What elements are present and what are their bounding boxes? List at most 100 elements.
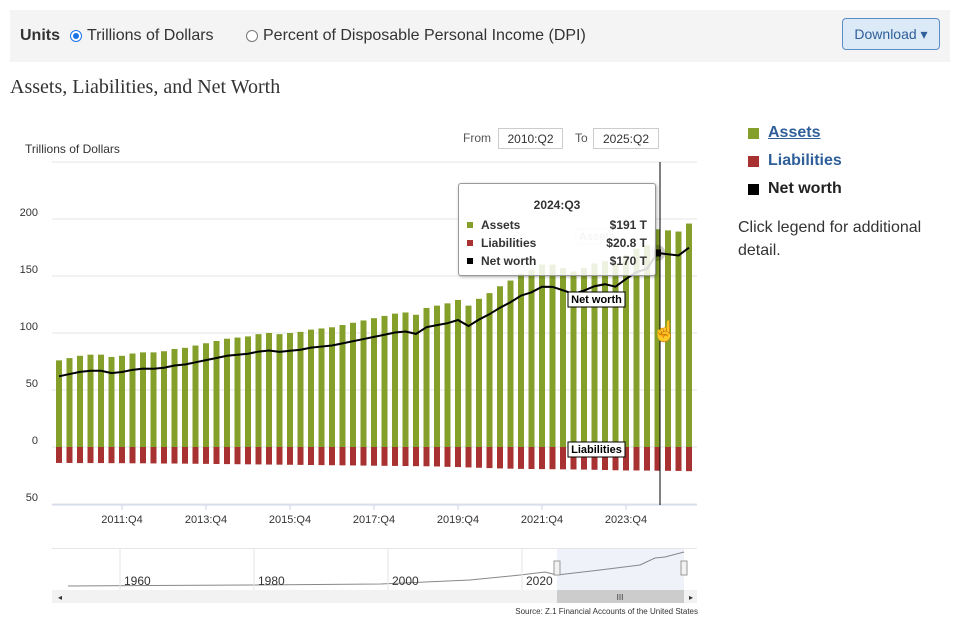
x-tick-label: 2019:Q4 <box>437 514 479 526</box>
legend-net-worth[interactable]: Net worth <box>748 180 842 198</box>
liabilities-bar <box>108 447 115 464</box>
assets-bar <box>591 263 598 447</box>
tooltip-value: $170 T <box>609 254 647 268</box>
assets-bar <box>497 286 503 447</box>
liabilities-bar <box>654 447 661 471</box>
liabilities-bar <box>360 447 367 466</box>
radio-trillions[interactable]: Trillions of Dollars <box>70 27 214 45</box>
assets-bar <box>392 313 398 447</box>
tooltip-row: Net worth $170 T <box>467 254 647 268</box>
assets-bar <box>77 355 83 447</box>
liabilities-bar <box>350 447 356 466</box>
assets-bar <box>287 333 293 447</box>
legend-liabilities[interactable]: Liabilities <box>748 152 842 170</box>
assets-bar <box>224 338 230 447</box>
liabilities-bar <box>507 447 514 469</box>
assets-bar <box>486 293 493 447</box>
assets-bar <box>245 336 251 447</box>
series-swatch-icon <box>467 240 473 246</box>
liabilities-bar <box>392 447 398 466</box>
assets-bar <box>402 312 409 447</box>
liabilities-bar <box>423 447 430 467</box>
assets-bar <box>266 333 272 447</box>
navigator-bg <box>52 549 697 590</box>
from-input[interactable]: 2010:Q2 <box>498 128 563 149</box>
assets-bar <box>665 230 671 447</box>
legend-label[interactable]: Assets <box>768 124 821 141</box>
assets-bar <box>329 327 335 447</box>
tooltip: 2024:Q3 Assets $191 T Liabilities $20.8 T Ne… <box>458 183 656 276</box>
radio-percent-dpi[interactable]: Percent of Disposable Personal Income (D… <box>246 27 586 45</box>
assets-bar <box>413 314 419 447</box>
x-tick-label: 2021:Q4 <box>521 514 563 526</box>
liabilities-bar <box>56 447 62 463</box>
liabilities-bar <box>308 447 314 466</box>
assets-bar <box>203 343 209 447</box>
navigator-year-label: 1960 <box>124 574 151 588</box>
liabilities-bar <box>329 447 335 466</box>
x-tick-label: 2023:Q4 <box>605 514 647 526</box>
assets-bar <box>444 303 451 447</box>
assets-bar <box>381 315 388 447</box>
liabilities-bar <box>318 447 325 466</box>
radio-checked-icon[interactable] <box>70 30 82 42</box>
x-tick-label: 2015:Q4 <box>269 514 311 526</box>
navigator-selection <box>557 549 684 590</box>
assets-bar <box>171 348 178 447</box>
assets-bar <box>276 334 283 447</box>
tooltip-value: $191 T <box>609 218 647 232</box>
assets-bar <box>318 328 325 447</box>
assets-bar <box>371 318 377 447</box>
scrollbar-grip-icon: III <box>617 593 624 602</box>
liabilities-bar <box>455 447 461 468</box>
download-button[interactable]: Download ▾ <box>842 18 940 50</box>
legend-label[interactable]: Net worth <box>768 180 842 197</box>
legend-label[interactable]: Liabilities <box>768 152 842 169</box>
liabilities-bar <box>602 447 608 471</box>
y-tick-label: 0 <box>32 435 38 447</box>
tooltip-row: Liabilities $20.8 T <box>467 236 647 250</box>
liabilities-bar <box>161 447 167 464</box>
radio-unchecked-icon[interactable] <box>246 30 258 42</box>
liabilities-annotation-box <box>567 441 626 458</box>
liabilities-bar <box>119 447 125 464</box>
liabilities-bar <box>612 447 619 471</box>
assets-bar <box>434 305 440 447</box>
assets-bar <box>297 331 304 447</box>
assets-bar <box>581 268 587 447</box>
assets-bar <box>140 352 146 447</box>
net-worth-swatch-icon <box>748 183 759 195</box>
liabilities-bar <box>77 447 83 464</box>
liabilities-bar <box>224 447 230 465</box>
liabilities-bar <box>518 447 524 469</box>
assets-bar <box>182 347 188 447</box>
liabilities-bar <box>686 447 692 472</box>
assets-bar <box>623 255 629 447</box>
units-bar: Units Trillions of Dollars Percent of Di… <box>10 10 950 62</box>
radio-label: Percent of Disposable Personal Income (D… <box>263 27 586 44</box>
to-input[interactable]: 2025:Q2 <box>593 128 659 149</box>
assets-bar <box>686 223 692 447</box>
liabilities-swatch-icon <box>748 155 759 167</box>
liabilities-bar <box>560 447 566 470</box>
liabilities-bar <box>675 447 682 471</box>
assets-bar <box>150 352 157 447</box>
tooltip-label: Liabilities <box>481 236 537 250</box>
liabilities-bar <box>192 447 199 464</box>
liabilities-bar <box>66 447 73 463</box>
assets-swatch-icon <box>748 127 759 139</box>
scroll-right-arrow-icon: ▸ <box>689 593 693 602</box>
assets-bar <box>308 329 314 447</box>
liabilities-bar <box>434 447 440 467</box>
scrollbar-thumb <box>557 590 684 603</box>
to-label: To <box>575 131 588 145</box>
assets-bar <box>350 322 356 447</box>
navigator-series <box>67 551 685 587</box>
assets-bar <box>87 354 94 447</box>
x-tick-label: 2013:Q4 <box>185 514 227 526</box>
legend-assets[interactable]: Assets <box>748 124 820 142</box>
assets-bar <box>129 353 136 447</box>
liabilities-bar <box>486 447 493 469</box>
liabilities-bar <box>623 447 629 471</box>
liabilities-bar <box>266 447 272 465</box>
